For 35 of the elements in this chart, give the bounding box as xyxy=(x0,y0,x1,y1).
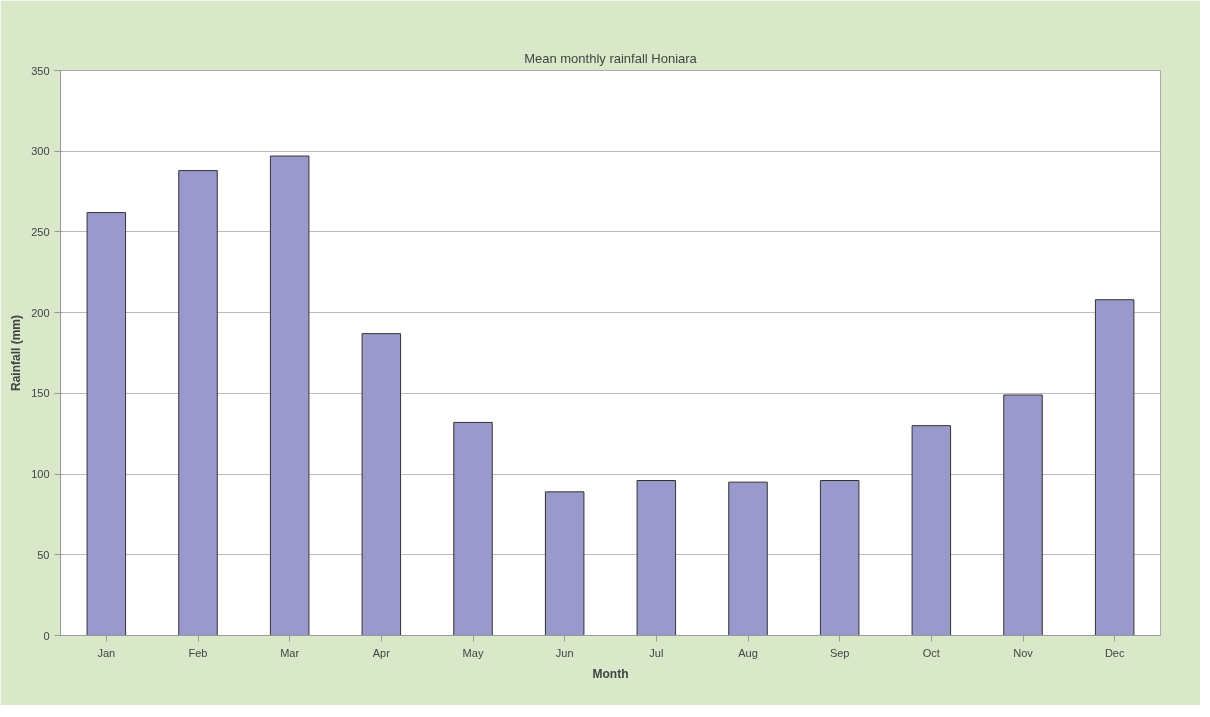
bar xyxy=(269,155,310,636)
y-tick-label: 350 xyxy=(31,64,50,77)
y-tick-label: 200 xyxy=(31,306,50,319)
bar xyxy=(453,421,493,636)
x-tick-label: Jun xyxy=(555,646,574,659)
bar xyxy=(544,491,585,636)
x-tick-label: May xyxy=(462,646,484,659)
x-tick-label: Mar xyxy=(280,646,300,659)
x-tick-label: Sep xyxy=(829,646,850,659)
y-tick-label: 0 xyxy=(43,629,50,642)
bar xyxy=(178,170,218,636)
x-tick-label: Oct xyxy=(922,646,940,659)
bar xyxy=(636,480,677,636)
x-tick-label: Feb xyxy=(188,646,208,659)
x-tick-label: Jul xyxy=(649,646,664,659)
bar xyxy=(728,481,768,636)
bar xyxy=(86,212,127,636)
y-tick-label: 150 xyxy=(31,387,50,400)
y-tick-label: 50 xyxy=(37,548,50,561)
x-tick-label: Dec xyxy=(1104,646,1125,659)
x-axis-title: Month xyxy=(592,666,629,681)
x-tick-label: Apr xyxy=(372,646,391,659)
y-tick-label: 300 xyxy=(31,145,50,158)
bar xyxy=(1094,299,1135,636)
y-tick-label: 250 xyxy=(31,225,50,238)
y-axis-title: Rainfall (mm) xyxy=(9,314,24,391)
bar xyxy=(819,480,860,636)
bar xyxy=(1003,394,1043,636)
bar xyxy=(361,333,402,636)
x-tick-label: Jan xyxy=(97,646,116,659)
bar xyxy=(911,425,952,636)
x-tick-label: Nov xyxy=(1013,646,1034,659)
chart-title: Mean monthly rainfall Honiara xyxy=(524,50,698,66)
y-tick-label: 100 xyxy=(31,468,50,481)
x-tick-label: Aug xyxy=(738,646,758,659)
